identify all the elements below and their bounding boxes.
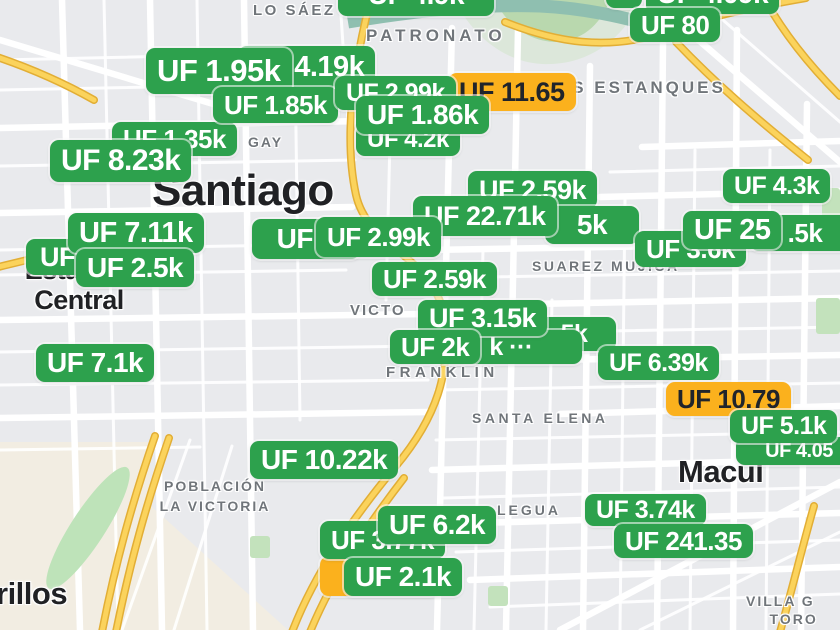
area-label: PATRONATO [366,26,506,45]
price-marker[interactable]: UF 22.71k [413,196,557,236]
price-marker[interactable]: UF 2k [390,330,481,364]
price-marker[interactable]: UF 25 [683,211,782,249]
price-marker[interactable]: UF 6.39k [598,346,719,380]
price-marker[interactable]: UF 11.65 [448,73,576,111]
price-marker[interactable]: UF 5.1k [730,410,838,443]
price-marker[interactable]: UF 8.23k [50,140,192,182]
price-marker[interactable]: UF 1.85k [213,87,338,123]
price-marker[interactable]: UF 2.5k [76,249,195,287]
price-marker[interactable]: UF 1.95k [146,48,292,94]
area-label: VICTO [350,302,406,319]
area-label: SANTA ELENA [472,410,609,426]
price-marker[interactable]: 5k [545,206,639,244]
price-marker[interactable]: UF 7.1k [36,344,155,382]
price-marker[interactable]: UF 3.15k [418,300,548,336]
price-marker[interactable]: UF 4.9k [338,0,494,16]
price-marker[interactable]: UF 241.35 [614,524,753,558]
price-marker[interactable]: UF 7.11k [68,213,204,253]
area-label: GAY [248,134,284,150]
price-marker[interactable]: UF 2.1k [344,558,463,596]
area-label: POBLACIÓN LA VICTORIA [159,478,271,515]
price-marker[interactable]: UF 3.74k [585,494,706,526]
price-marker[interactable]: UF 6.2k [378,506,497,544]
price-marker[interactable]: UF 4.3k [723,169,831,203]
price-marker[interactable]: UF 80 [630,8,721,42]
area-label: LO SÁEZ [253,2,336,19]
price-marker[interactable]: UF 2.99k [316,217,441,257]
area-label: FRANKLIN [386,364,499,381]
price-marker[interactable]: UF 1.86k [356,96,490,134]
area-label: OS ESTANQUES [556,78,726,97]
price-marker[interactable]: UF 2.59k [372,262,497,296]
city-label: rillos [0,576,68,611]
price-marker[interactable] [606,0,642,8]
area-label: VILLA G TORO [746,593,818,628]
price-marker[interactable]: UF 10.22k [250,441,399,479]
area-label: LEGUA [497,502,561,518]
